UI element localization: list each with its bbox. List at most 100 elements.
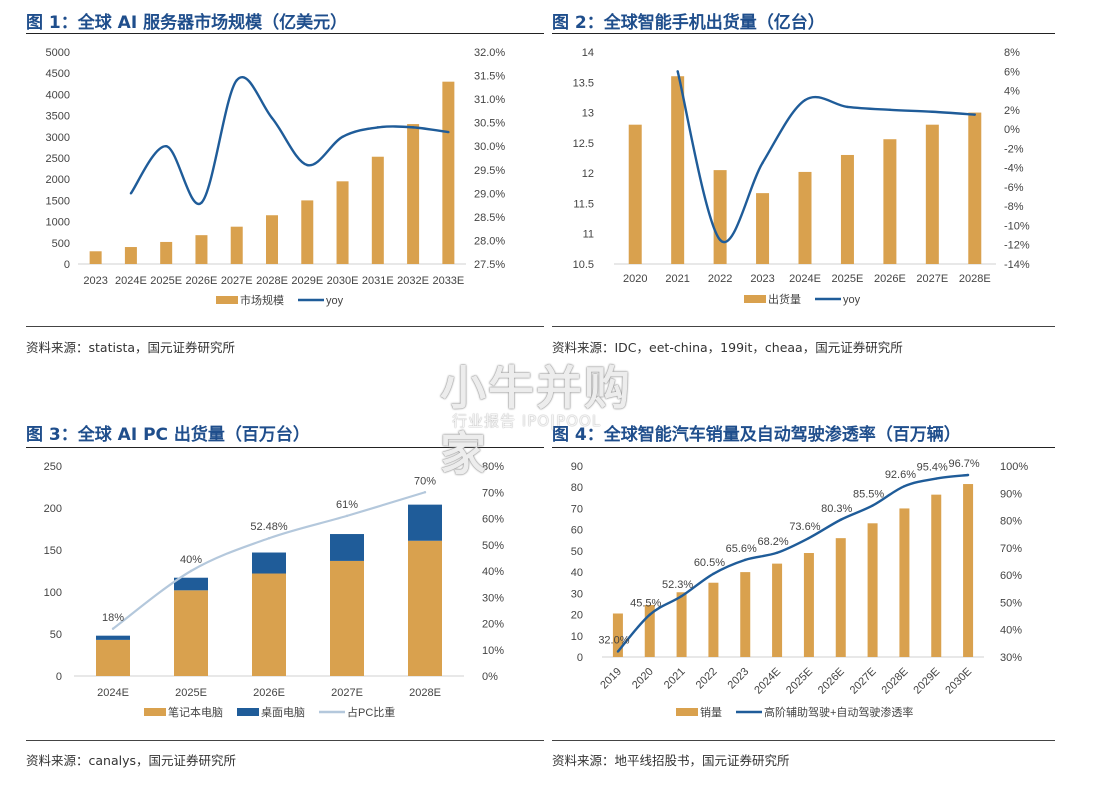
data-label: 70% bbox=[414, 475, 436, 487]
right-tick-label: 29.0% bbox=[474, 188, 505, 200]
x-tick-label: 2022 bbox=[708, 273, 732, 285]
right-tick-label: 29.5% bbox=[474, 165, 505, 177]
right-axis-ticks: -14% -12% -10% -8% -6% -4% -2% 0% 2% 4% 6% 8% bbox=[1004, 47, 1030, 271]
right-axis-ticks: 30% 40% 50% 60% 70% 80% 90% 100% bbox=[1000, 461, 1028, 664]
line-point bbox=[803, 98, 807, 102]
legend: 市场规模 yoy bbox=[216, 293, 344, 307]
source-rule bbox=[26, 326, 544, 327]
x-tick-label: 2024E bbox=[789, 273, 821, 285]
data-label: 60.5% bbox=[694, 557, 725, 569]
title-rule bbox=[552, 447, 1055, 448]
line-point bbox=[235, 79, 238, 82]
left-tick-label: 500 bbox=[52, 238, 70, 250]
bar-桌面电脑 bbox=[252, 552, 286, 574]
data-label: 45.5% bbox=[630, 598, 661, 610]
right-tick-label: 31.5% bbox=[474, 71, 505, 83]
right-tick-label: -14% bbox=[1004, 259, 1030, 271]
right-tick-label: 8% bbox=[1004, 47, 1020, 59]
left-tick-label: 3000 bbox=[46, 132, 70, 144]
x-axis-labels: 2019 2020 2021 2022 2023 2024E 2025E 2026E 2027E… bbox=[598, 666, 974, 697]
right-tick-label: 100% bbox=[1000, 461, 1028, 473]
right-tick-label: 30.0% bbox=[474, 141, 505, 153]
bar-桌面电脑 bbox=[96, 635, 130, 640]
left-tick-label: 40 bbox=[571, 567, 583, 579]
bars bbox=[96, 504, 442, 676]
data-label: 32.0% bbox=[598, 635, 629, 647]
line-point bbox=[888, 108, 892, 112]
data-label: 40% bbox=[180, 554, 202, 566]
line-point bbox=[807, 536, 811, 540]
x-tick-label: 2021 bbox=[665, 273, 689, 285]
legend: 销量 高阶辅助驾驶+自动驾驶渗透率 bbox=[676, 705, 913, 719]
legend-label: 高阶辅助驾驶+自动驾驶渗透率 bbox=[764, 705, 913, 719]
line-point bbox=[903, 484, 906, 488]
data-label: 68.2% bbox=[757, 536, 788, 548]
x-tick-label: 2030E bbox=[943, 666, 974, 697]
right-tick-label: 80% bbox=[482, 461, 504, 473]
line-point bbox=[761, 161, 764, 165]
x-tick-label: 2028E bbox=[959, 273, 991, 285]
panel-ai-server: 图 1：全球 AI 服务器市场规模（亿美元） 0 500 1000 1500 2000 2… bbox=[26, 0, 546, 360]
chart-ai-pc: 0 50 100 150 200 250 0% 10% 20% 30% 40% 50% 60% 70% 80… bbox=[44, 461, 505, 719]
right-tick-label: 50% bbox=[482, 540, 504, 552]
left-tick-label: 1000 bbox=[46, 217, 70, 229]
bar-桌面电脑 bbox=[330, 534, 364, 561]
line-point bbox=[164, 145, 168, 148]
left-axis-ticks: 10.5 11 11.5 12 12.5 13 13.5 14 bbox=[573, 47, 594, 271]
left-tick-label: 10.5 bbox=[573, 259, 594, 271]
left-tick-label: 11.5 bbox=[573, 198, 594, 210]
left-tick-label: 11 bbox=[583, 229, 594, 241]
left-tick-label: 14 bbox=[582, 47, 594, 59]
bar bbox=[835, 538, 846, 657]
x-tick-label: 2023 bbox=[83, 275, 107, 287]
line-point bbox=[676, 70, 679, 73]
source-note: 资料来源：statista，国元证券研究所 bbox=[26, 340, 236, 355]
right-tick-label: 40% bbox=[1000, 625, 1022, 637]
right-tick-label: 4% bbox=[1004, 86, 1020, 98]
left-tick-label: 13.5 bbox=[573, 77, 594, 89]
chart-title: 图 4：全球智能汽车销量及自动驾驶渗透率（百万辆） bbox=[552, 425, 961, 445]
x-tick-label: 2027E bbox=[221, 275, 253, 287]
right-tick-label: -4% bbox=[1004, 163, 1024, 175]
x-tick-label: 2023 bbox=[726, 666, 752, 692]
data-label: 80.3% bbox=[821, 503, 852, 515]
line-points bbox=[616, 473, 970, 653]
left-tick-label: 0 bbox=[64, 259, 70, 271]
right-tick-label: 0% bbox=[1004, 124, 1020, 136]
left-tick-label: 30 bbox=[571, 588, 583, 600]
x-tick-label: 2024E bbox=[752, 666, 783, 697]
legend-label: 市场规模 bbox=[240, 293, 284, 307]
line-point bbox=[712, 572, 715, 575]
data-labels: 18% 40% 52.48% 61% 70% bbox=[102, 475, 436, 624]
right-tick-label: 70% bbox=[482, 487, 504, 499]
legend-swatch bbox=[676, 708, 698, 716]
x-tick-label: 2033E bbox=[432, 275, 464, 287]
x-tick-label: 2025E bbox=[784, 666, 815, 697]
right-tick-label: -6% bbox=[1004, 182, 1024, 194]
left-tick-label: 3500 bbox=[46, 111, 70, 123]
bar-笔记本电脑 bbox=[174, 590, 208, 676]
x-tick-label: 2029E bbox=[291, 275, 323, 287]
data-label: 61% bbox=[336, 499, 358, 511]
data-label: 73.6% bbox=[789, 521, 820, 533]
bar bbox=[708, 582, 719, 657]
bar bbox=[931, 494, 942, 657]
line-points bbox=[111, 491, 427, 630]
x-tick-label: 2022 bbox=[694, 666, 720, 692]
line-point bbox=[718, 238, 722, 242]
x-tick-label: 2020 bbox=[630, 666, 656, 692]
panel-ai-pc: 图 3：全球 AI PC 出货量（百万台） 0 50 100 150 200 250 0% 1… bbox=[26, 410, 546, 787]
left-tick-label: 80 bbox=[571, 482, 583, 494]
legend-label: yoy bbox=[326, 295, 344, 307]
series-line bbox=[129, 76, 449, 206]
bar bbox=[644, 605, 655, 657]
bar bbox=[803, 553, 814, 657]
x-tick-label: 2026E bbox=[874, 273, 906, 285]
left-tick-label: 1500 bbox=[46, 195, 70, 207]
bar bbox=[124, 247, 137, 264]
bar bbox=[336, 181, 349, 264]
title-rule bbox=[26, 447, 544, 448]
right-tick-label: 0% bbox=[482, 671, 498, 683]
bar bbox=[963, 484, 974, 657]
left-tick-label: 100 bbox=[44, 587, 62, 599]
